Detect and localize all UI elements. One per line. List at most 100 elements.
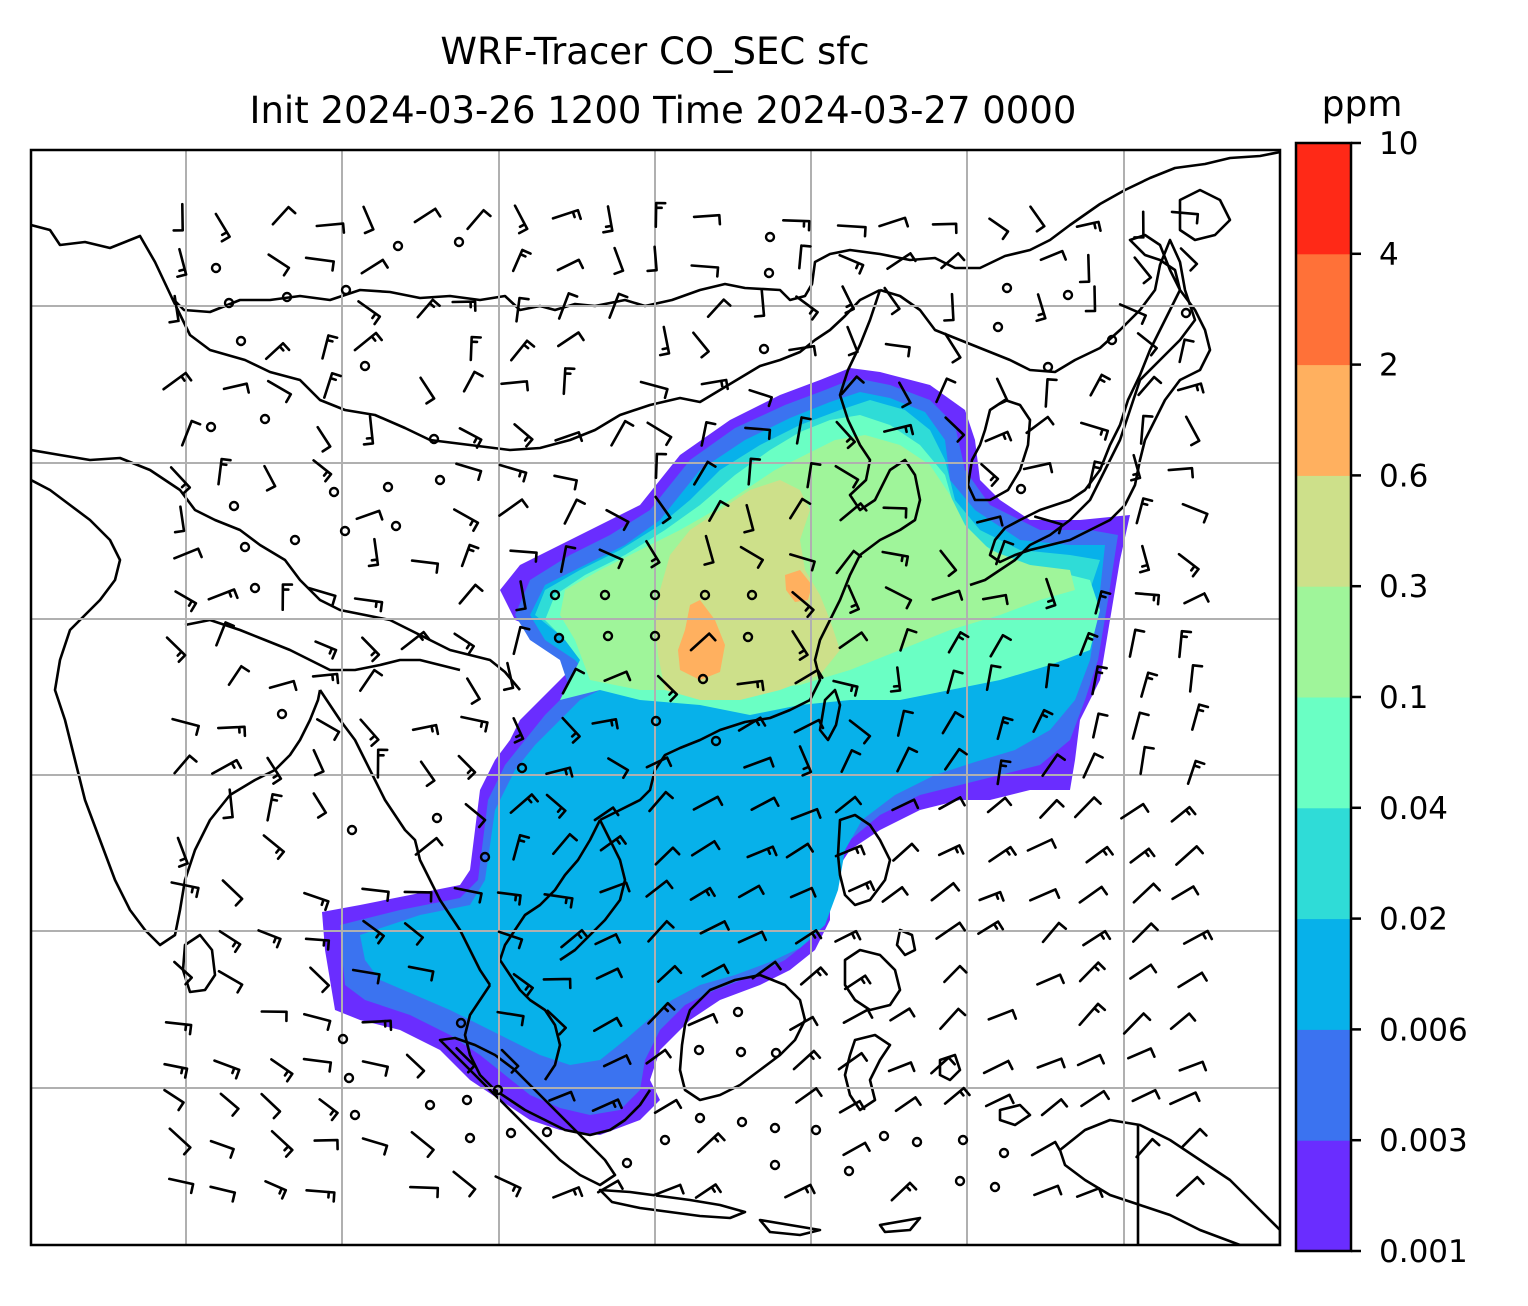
wind-barb xyxy=(513,423,534,448)
wind-barb xyxy=(985,664,1002,691)
calm-wind-marker xyxy=(1180,307,1192,319)
colorbar-tick-label: 2 xyxy=(1379,348,1399,384)
wind-barb xyxy=(692,331,710,359)
wind-barb xyxy=(303,891,330,912)
wind-barb xyxy=(176,247,188,278)
wind-barb xyxy=(353,597,384,613)
wind-barb xyxy=(896,746,919,773)
wind-barb xyxy=(1139,745,1155,776)
calm-wind-marker xyxy=(1042,361,1054,373)
wind-barb xyxy=(943,1086,971,1105)
wind-barb xyxy=(464,802,487,829)
wind-barb xyxy=(795,295,819,321)
wind-barb xyxy=(1025,415,1055,435)
wind-barb xyxy=(1079,631,1099,656)
colorbar-tick-label: 4 xyxy=(1379,237,1399,273)
wind-barb xyxy=(939,1007,967,1030)
wind-barb xyxy=(690,840,721,857)
wind-barb xyxy=(843,974,872,991)
wind-barb xyxy=(986,796,1013,814)
wind-barb xyxy=(613,246,625,276)
wind-barb xyxy=(887,1061,916,1073)
wind-barb xyxy=(217,970,244,994)
wind-barb xyxy=(1169,1012,1197,1031)
wind-barb xyxy=(551,208,582,221)
wind-barb xyxy=(1045,577,1057,610)
wind-barb xyxy=(455,462,483,481)
calm-wind-marker xyxy=(649,589,661,601)
wind-barb xyxy=(898,381,912,409)
wind-barb xyxy=(1030,1140,1061,1157)
coastline-north xyxy=(31,150,1280,314)
wind-barb xyxy=(458,583,484,605)
wind-barb xyxy=(410,1131,435,1159)
wind-barb xyxy=(164,1021,193,1036)
calm-wind-marker xyxy=(337,1033,349,1045)
wind-barb xyxy=(646,245,658,273)
wind-barb xyxy=(891,798,920,812)
wind-barb xyxy=(311,672,340,685)
wind-barb xyxy=(1120,802,1150,820)
wind-barb xyxy=(988,217,1010,241)
wind-barb xyxy=(1137,375,1163,397)
wind-barb xyxy=(834,795,862,814)
wind-barb xyxy=(944,747,968,771)
calm-wind-marker xyxy=(455,1017,467,1029)
wind-barb xyxy=(935,377,957,404)
calm-wind-marker xyxy=(223,297,235,309)
wind-barb xyxy=(747,457,762,486)
wind-barb xyxy=(403,922,424,946)
wind-barb xyxy=(1138,544,1151,574)
wind-barb xyxy=(304,256,335,272)
calm-wind-marker xyxy=(992,321,1004,333)
wind-barb xyxy=(552,1186,584,1199)
coastline-japan xyxy=(988,233,1212,564)
wind-barb xyxy=(883,286,901,316)
calm-wind-marker xyxy=(649,630,661,642)
wind-barb xyxy=(509,793,539,814)
wind-barb xyxy=(1076,1053,1105,1067)
wind-barb xyxy=(170,881,200,899)
wind-barb xyxy=(892,842,920,862)
wind-barb xyxy=(976,515,1004,527)
wind-barb xyxy=(209,1139,235,1159)
wind-barb xyxy=(1182,929,1214,945)
wind-barb xyxy=(978,890,1005,902)
wind-barb xyxy=(318,1098,339,1122)
wind-barb xyxy=(648,790,674,813)
colorbar-units: ppm xyxy=(1322,84,1403,125)
wind-barb xyxy=(995,377,1009,406)
wind-barb xyxy=(1044,378,1058,408)
wind-barb xyxy=(946,669,964,694)
wind-barb xyxy=(1045,663,1060,689)
wind-barb xyxy=(1092,712,1109,739)
wind-barb xyxy=(222,788,234,820)
wind-barb xyxy=(1022,462,1054,474)
calm-wind-marker xyxy=(390,520,402,532)
wind-barb xyxy=(835,420,856,450)
calm-wind-marker xyxy=(694,1112,706,1124)
wind-barb xyxy=(889,1007,916,1022)
calm-wind-marker xyxy=(431,812,443,824)
calm-wind-marker xyxy=(736,1116,748,1128)
wind-barb xyxy=(697,1132,726,1154)
wind-barb xyxy=(512,717,525,744)
wind-barb xyxy=(1184,415,1201,447)
wind-barb xyxy=(690,264,720,278)
wind-barb xyxy=(610,419,635,447)
wind-barb xyxy=(400,630,431,651)
colorbar-swatch xyxy=(1296,1029,1351,1141)
wind-barb xyxy=(361,1137,389,1156)
wind-barb xyxy=(403,890,433,903)
wind-barb xyxy=(316,425,332,453)
wind-barb xyxy=(453,508,480,532)
calm-wind-marker xyxy=(428,433,440,445)
wind-barb xyxy=(591,718,619,730)
wind-barb xyxy=(795,1087,823,1104)
wind-barbs xyxy=(162,201,1214,1203)
wind-barb xyxy=(410,559,440,574)
wind-barb xyxy=(645,1048,672,1065)
wind-barb xyxy=(515,580,527,612)
map-frame xyxy=(29,148,1282,1247)
wind-barb xyxy=(841,285,855,315)
